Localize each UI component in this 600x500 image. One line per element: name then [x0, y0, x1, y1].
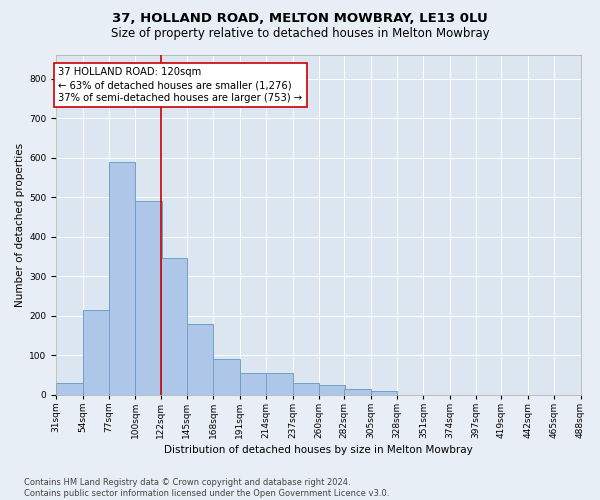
Bar	[136, 201, 161, 394]
Text: 37, HOLLAND ROAD, MELTON MOWBRAY, LE13 0LU: 37, HOLLAND ROAD, MELTON MOWBRAY, LE13 0…	[112, 12, 488, 26]
Bar	[319, 385, 345, 394]
Text: 37 HOLLAND ROAD: 120sqm
← 63% of detached houses are smaller (1,276)
37% of semi: 37 HOLLAND ROAD: 120sqm ← 63% of detache…	[58, 67, 302, 104]
Text: Size of property relative to detached houses in Melton Mowbray: Size of property relative to detached ho…	[110, 28, 490, 40]
Bar	[161, 258, 187, 394]
Bar	[214, 359, 240, 394]
Bar	[344, 389, 371, 394]
Bar	[109, 162, 136, 394]
Text: Contains HM Land Registry data © Crown copyright and database right 2024.
Contai: Contains HM Land Registry data © Crown c…	[24, 478, 389, 498]
Bar	[240, 373, 266, 394]
X-axis label: Distribution of detached houses by size in Melton Mowbray: Distribution of detached houses by size …	[164, 445, 473, 455]
Bar	[266, 373, 293, 394]
Bar	[56, 383, 83, 394]
Bar	[293, 383, 319, 394]
Bar	[83, 310, 109, 394]
Y-axis label: Number of detached properties: Number of detached properties	[15, 143, 25, 307]
Bar	[187, 324, 214, 394]
Bar	[371, 391, 397, 394]
